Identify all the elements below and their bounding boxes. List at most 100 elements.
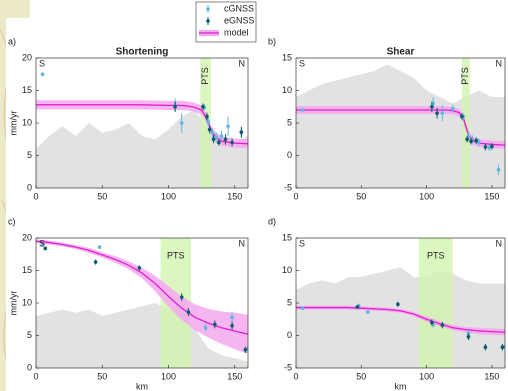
point: [301, 108, 305, 112]
x-tick-label: 0: [33, 371, 38, 381]
point: [240, 130, 244, 134]
point: [138, 266, 142, 270]
point: [460, 115, 464, 119]
point: [220, 134, 224, 138]
y-tick-label: -5: [284, 362, 292, 372]
legend-label: eGNSS: [224, 15, 255, 25]
point: [187, 310, 191, 314]
x-axis-label: km: [136, 381, 148, 391]
pts-label: PTS: [460, 67, 470, 85]
point: [94, 260, 98, 264]
x-tick-label: 50: [97, 371, 107, 381]
point: [366, 310, 370, 314]
x-tick-label: 150: [484, 371, 499, 381]
panel-label: a): [8, 36, 16, 46]
north-label: N: [239, 238, 246, 248]
point: [180, 121, 184, 125]
legend-symbol: [206, 7, 210, 11]
point: [217, 141, 221, 145]
y-tick-label: 5: [287, 117, 292, 127]
legend-label: model: [224, 27, 249, 37]
point: [484, 145, 488, 149]
south-label: S: [299, 58, 305, 68]
y-tick-label: 5: [287, 297, 292, 307]
y-tick-label: 0: [287, 330, 292, 340]
x-tick-label: 0: [293, 371, 298, 381]
y-tick-label: 5: [27, 330, 32, 340]
x-tick-label: 50: [356, 191, 366, 201]
point: [441, 323, 445, 327]
legend-symbol: [206, 19, 210, 23]
north-label: N: [496, 58, 503, 68]
y-tick-label: 15: [282, 52, 292, 62]
point: [467, 335, 471, 339]
point: [497, 168, 501, 172]
point: [435, 111, 439, 115]
x-tick-label: 0: [293, 191, 298, 201]
pts-label: PTS: [427, 250, 445, 260]
point: [451, 107, 455, 111]
point: [98, 245, 102, 249]
x-tick-label: 0: [33, 191, 38, 201]
point: [212, 137, 216, 141]
y-tick-label: 15: [22, 85, 32, 95]
south-label: S: [39, 58, 45, 68]
panel-title: Shear: [387, 47, 415, 58]
point: [230, 324, 234, 328]
point: [465, 137, 469, 141]
x-tick-label: 150: [227, 191, 242, 201]
y-tick-label: 0: [27, 362, 32, 372]
x-tick-label: 100: [161, 371, 176, 381]
point: [441, 111, 445, 115]
y-tick-label: 15: [282, 232, 292, 242]
point: [396, 303, 400, 307]
point: [356, 305, 360, 309]
y-axis-label: mm/yr: [8, 291, 18, 316]
point: [430, 321, 434, 325]
point: [224, 137, 228, 141]
point: [210, 131, 214, 135]
point: [41, 72, 45, 76]
point: [201, 105, 205, 109]
point: [230, 141, 234, 145]
point: [244, 348, 248, 352]
figure: cGNSSeGNSSmodelPTS05010015005101520SNa)S…: [0, 0, 508, 391]
point: [230, 316, 234, 320]
topography-area: [296, 267, 505, 368]
north-label: N: [239, 58, 246, 68]
y-tick-label: 10: [22, 297, 32, 307]
y-tick-label: 15: [22, 265, 32, 275]
point: [208, 128, 212, 132]
panel-label: c): [8, 216, 16, 226]
point: [205, 115, 209, 119]
south-label: S: [299, 238, 305, 248]
point: [501, 345, 505, 349]
point: [474, 139, 478, 143]
y-tick-label: -5: [284, 182, 292, 192]
y-tick-label: 5: [27, 150, 32, 160]
point: [430, 105, 434, 109]
point: [469, 139, 473, 143]
point: [180, 295, 184, 299]
point: [204, 326, 208, 330]
legend-label: cGNSS: [224, 3, 254, 13]
x-tick-label: 50: [356, 371, 366, 381]
panel-title: Shortening: [116, 47, 169, 58]
point: [301, 306, 305, 310]
point: [213, 323, 217, 327]
point: [206, 120, 210, 124]
y-tick-label: 10: [22, 117, 32, 127]
point: [490, 145, 494, 149]
y-tick-label: 0: [287, 150, 292, 160]
north-label: N: [496, 238, 503, 248]
y-tick-label: 10: [282, 265, 292, 275]
y-tick-label: 10: [282, 85, 292, 95]
pts-label: PTS: [167, 250, 185, 260]
y-tick-label: 20: [22, 232, 32, 242]
panel-label: b): [268, 36, 276, 46]
x-axis-label: km: [395, 381, 407, 391]
x-tick-label: 150: [227, 371, 242, 381]
pts-label: PTS: [200, 67, 210, 85]
y-axis-label: mm/yr: [8, 111, 18, 136]
y-tick-label: 20: [22, 52, 32, 62]
